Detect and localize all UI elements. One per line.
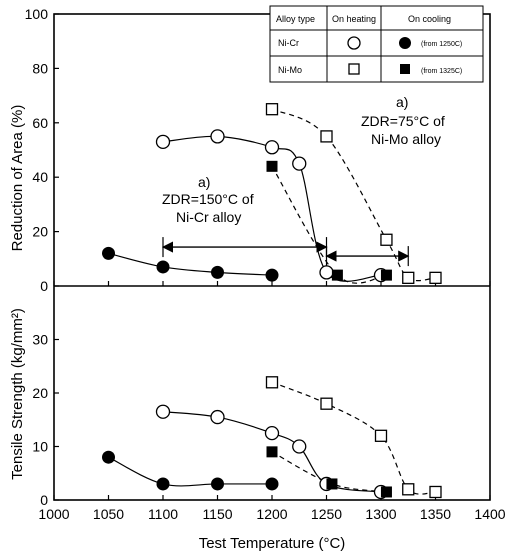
legend: Alloy type On heating On cooling Ni-Cr N… <box>269 5 484 83</box>
x-tick-label: 1400 <box>474 506 505 522</box>
bottom-point-filled-circle <box>265 477 279 491</box>
top-y-tick-label: 20 <box>32 224 48 240</box>
bottom-point-open-square <box>402 483 415 496</box>
annotation-ni-mo: a) ZDR=75°C of Ni-Mo alloy <box>361 94 445 147</box>
bottom-y-tick-label: 10 <box>32 439 48 455</box>
top-y-tick-label: 60 <box>32 115 48 131</box>
x-tick-label: 1350 <box>420 506 451 522</box>
bottom-curve-series-3 <box>271 451 387 493</box>
bottom-y-tick-label: 20 <box>32 385 48 401</box>
top-curve-series-3 <box>271 166 387 284</box>
bottom-point-open-square <box>320 397 333 410</box>
legend-header-heating: On heating <box>332 14 376 24</box>
top-point-open-square <box>265 103 279 116</box>
bottom-curve-series-1 <box>108 456 272 487</box>
bottom-point-filled-circle <box>156 477 170 491</box>
top-y-tick-label: 0 <box>40 278 48 294</box>
bottom-y-tick-label: 30 <box>32 332 48 348</box>
legend-alloy-ni-mo: Ni-Mo <box>278 65 302 75</box>
data-points <box>102 103 442 500</box>
x-tick-label: 1000 <box>38 506 69 522</box>
top-y-tick-label: 100 <box>25 6 49 22</box>
legend-header-alloy: Alloy type <box>276 14 315 24</box>
legend-header-cooling: On cooling <box>408 14 451 24</box>
bottom-point-open-circle <box>292 439 307 454</box>
top-point-filled-circle <box>265 268 279 282</box>
legend-filled-circle <box>399 37 411 49</box>
top-point-filled-square <box>380 269 392 281</box>
legend-filled-square <box>400 64 410 74</box>
top-point-open-square <box>402 271 415 284</box>
bottom-point-open-square <box>265 376 279 389</box>
top-y-tick-label: 40 <box>32 169 48 185</box>
legend-open-square <box>348 63 360 75</box>
bottom-point-filled-square <box>326 478 338 490</box>
top-point-open-circle <box>155 134 171 149</box>
bottom-point-open-square <box>429 485 442 499</box>
top-y-tick-label: 80 <box>32 60 48 76</box>
bottom-curve-series-2 <box>271 381 436 495</box>
top-point-open-circle <box>210 129 225 144</box>
legend-open-circle <box>347 36 361 50</box>
top-point-open-circle <box>319 265 334 280</box>
x-tick-label: 1050 <box>93 506 124 522</box>
annotation-ni-cr-label: a) <box>198 174 210 190</box>
x-tick-label: 1300 <box>365 506 396 522</box>
x-tick-label: 1250 <box>311 506 342 522</box>
top-point-filled-circle <box>211 265 224 279</box>
bottom-point-open-circle <box>264 425 280 441</box>
top-y-axis-label: Reduction of Area (%) <box>9 105 26 252</box>
bottom-point-open-circle <box>155 404 171 419</box>
bottom-y-tick-label: 0 <box>40 492 48 508</box>
bottom-point-open-circle <box>210 409 225 425</box>
legend-note-ni-mo: (from 1325C) <box>421 68 462 75</box>
bottom-y-axis-label: Tensile Strength (kg/mm²) <box>9 308 26 480</box>
x-tick-label: 1200 <box>256 506 287 522</box>
top-point-open-square <box>320 130 333 143</box>
bottom-point-filled-circle <box>211 477 224 491</box>
top-point-filled-circle <box>156 260 170 274</box>
top-point-open-square <box>429 271 442 284</box>
bottom-point-filled-circle <box>102 450 115 464</box>
top-point-filled-square <box>266 160 278 172</box>
annotation-ni-mo-label: a) <box>396 94 408 110</box>
legend-alloy-ni-cr: Ni-Cr <box>278 38 299 48</box>
annotation-ni-cr: a) ZDR=150°C of Ni-Cr alloy <box>162 174 254 225</box>
annotation-ni-mo-text2: Ni-Mo alloy <box>371 131 441 147</box>
tick-labels: 1000 1050 1100 1150 1200 1250 1300 1350 14000204… <box>25 6 506 522</box>
top-point-open-circle <box>292 156 307 171</box>
bottom-point-filled-square <box>266 446 278 458</box>
top-curve-series-1 <box>108 252 273 276</box>
x-tick-label: 1150 <box>202 506 232 522</box>
bottom-point-filled-square <box>380 486 392 498</box>
bottom-point-open-square <box>374 429 388 442</box>
legend-note-ni-cr: (from 1250C) <box>421 41 462 48</box>
top-point-open-square <box>380 233 393 246</box>
top-curve-series-2 <box>271 108 436 282</box>
top-point-filled-square <box>331 269 343 281</box>
top-point-open-circle <box>264 140 280 155</box>
annotation-ni-cr-text2: Ni-Cr alloy <box>176 209 241 225</box>
annotation-ni-mo-text: ZDR=75°C of <box>361 113 445 129</box>
x-tick-label: 1100 <box>148 506 178 522</box>
top-point-filled-circle <box>102 246 115 260</box>
annotation-ni-cr-text: ZDR=150°C of <box>162 191 254 207</box>
x-axis-label: Test Temperature (°C) <box>199 535 346 552</box>
legend-box <box>269 5 484 83</box>
